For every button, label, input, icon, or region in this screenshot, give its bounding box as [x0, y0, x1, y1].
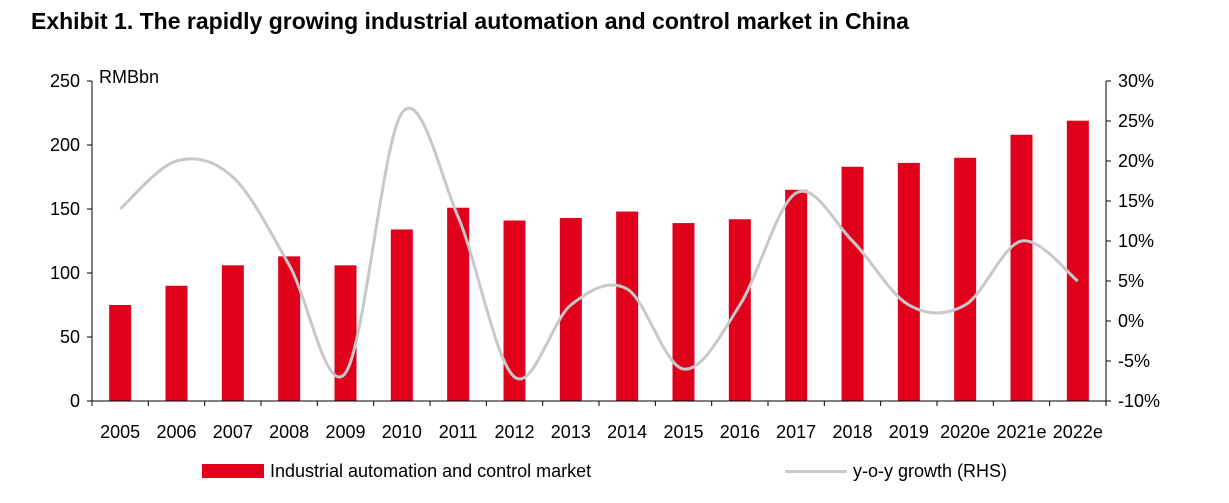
left-tick-label: 250	[50, 71, 80, 91]
right-tick-label: -5%	[1118, 351, 1150, 371]
right-tick-label: 0%	[1118, 311, 1144, 331]
chart-title: Exhibit 1. The rapidly growing industria…	[31, 8, 909, 34]
right-tick-label: 15%	[1118, 191, 1154, 211]
x-tick-label: 2022e	[1053, 422, 1103, 442]
legend-label-bar: Industrial automation and control market	[270, 460, 592, 481]
y-axis-unit-label: RMBbn	[99, 67, 159, 87]
chart-area: 0 50 100 150 200 250 -10% -5% 0% 5% 10% 15% 20% 25% 30…	[50, 67, 1160, 442]
bar-2022e	[1066, 120, 1089, 402]
x-tick-label: 2007	[213, 422, 253, 442]
legend-label-line: y-o-y growth (RHS)	[853, 460, 1008, 481]
x-tick-label: 2012	[494, 422, 534, 442]
bar-2009	[334, 265, 357, 401]
bar-2011	[447, 207, 470, 401]
x-tick-label: 2006	[156, 422, 196, 442]
x-tick-label: 2016	[720, 422, 760, 442]
bar-2013	[559, 217, 582, 401]
growth-line	[119, 106, 1079, 381]
x-tick-label: 2010	[382, 422, 422, 442]
bar-2010	[390, 229, 413, 401]
x-tick-label: 2017	[776, 422, 816, 442]
bar-2014	[616, 211, 639, 401]
x-tick-label: 2013	[551, 422, 591, 442]
left-tick-label: 200	[50, 135, 80, 155]
right-tick-label: 30%	[1118, 71, 1154, 91]
legend-swatch-line	[785, 469, 847, 473]
bar-2016	[728, 219, 751, 401]
bar-2018	[841, 166, 864, 401]
x-tick-label: 2015	[663, 422, 703, 442]
right-tick-label: 25%	[1118, 111, 1154, 131]
x-tick-label: 2021e	[996, 422, 1046, 442]
left-tick-label: 0	[70, 391, 80, 411]
right-tick-label: 5%	[1118, 271, 1144, 291]
left-tick-label: 100	[50, 263, 80, 283]
x-tick-label: 2005	[100, 422, 140, 442]
bar-2017	[785, 189, 808, 401]
legend-item-line: y-o-y growth (RHS)	[785, 458, 1007, 484]
legend-swatch-bar	[202, 464, 264, 478]
bar-2007	[221, 265, 244, 401]
x-tick-label: 2019	[889, 422, 929, 442]
bar-2005	[109, 305, 132, 401]
bar-2012	[503, 220, 526, 401]
left-tick-label: 50	[60, 327, 80, 347]
right-tick-label: -10%	[1118, 391, 1160, 411]
bar-2020e	[954, 157, 977, 401]
x-tick-label: 2020e	[940, 422, 990, 442]
right-tick-label: 20%	[1118, 151, 1154, 171]
x-tick-label: 2018	[832, 422, 872, 442]
left-tick-label: 150	[50, 199, 80, 219]
bar-2021e	[1010, 134, 1033, 401]
right-tick-label: 10%	[1118, 231, 1154, 251]
x-tick-label: 2014	[607, 422, 647, 442]
x-tick-label: 2011	[439, 422, 478, 442]
x-tick-label: 2009	[325, 422, 365, 442]
bar-2008	[278, 256, 301, 401]
legend-item-bar: Industrial automation and control market	[202, 458, 591, 484]
bar-2006	[165, 285, 188, 401]
x-tick-label: 2008	[269, 422, 309, 442]
bar-2019	[897, 162, 920, 401]
bar-2015	[672, 223, 695, 401]
